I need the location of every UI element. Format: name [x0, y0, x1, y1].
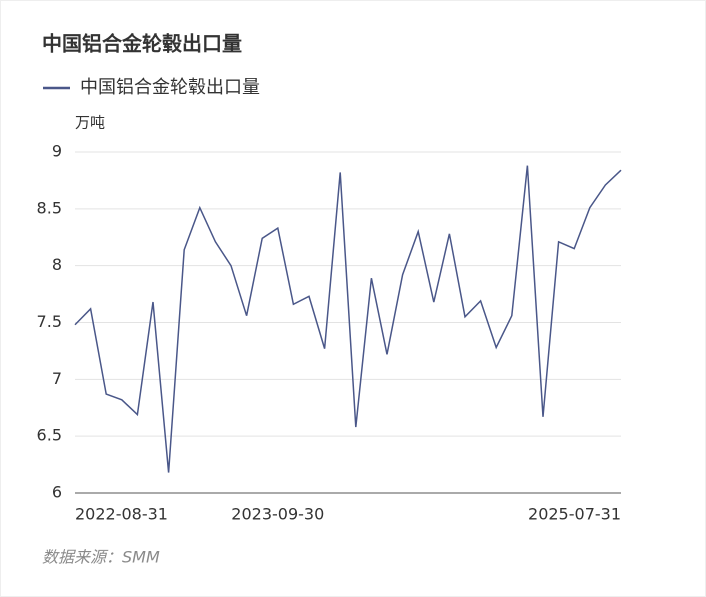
x-tick-label: 2023-09-30 [231, 505, 324, 524]
y-tick-label: 6.5 [37, 426, 62, 445]
source-note: 数据来源：SMM [42, 548, 160, 567]
y-tick-label: 7.5 [37, 312, 62, 331]
y-tick-label: 8.5 [37, 198, 62, 217]
y-axis-label: 万吨 [75, 114, 105, 132]
y-tick-label: 7 [52, 369, 62, 388]
y-tick-label: 6 [52, 483, 62, 502]
x-tick-label: 2022-08-31 [75, 505, 168, 524]
chart-title: 中国铝合金轮毂出口量 [42, 32, 242, 56]
y-tick-label: 9 [52, 142, 62, 161]
x-tick-label: 2025-07-31 [528, 505, 621, 524]
legend-label: 中国铝合金轮毂出口量 [80, 77, 260, 98]
data-line [74, 165, 622, 473]
y-tick-label: 8 [52, 255, 62, 274]
